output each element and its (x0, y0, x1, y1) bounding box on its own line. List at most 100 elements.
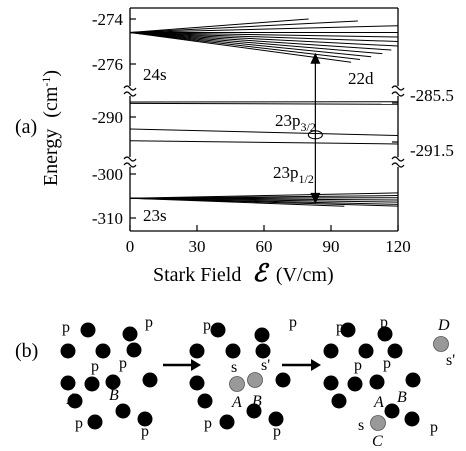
p-label: p (145, 314, 153, 331)
s-label: s (231, 359, 237, 376)
tick-marks (129, 18, 399, 231)
rydberg-atom-p (142, 372, 158, 388)
y-tick-label-right: -285.5 (410, 86, 454, 105)
break-left-2b (123, 162, 137, 168)
break-right-1b (391, 91, 405, 97)
p-label: p (75, 415, 83, 432)
y-ticks-right: -285.5 -291.5 (410, 86, 454, 160)
rydberg-atom-p (254, 327, 270, 343)
atom-label-d: D (437, 317, 450, 334)
p12-line (129, 140, 399, 145)
rydberg-atom-p (384, 403, 400, 419)
arrow-head-down (310, 192, 321, 204)
panel-label-a: (a) (15, 116, 37, 138)
rydberg-atom-p (404, 411, 420, 427)
p32-line (129, 128, 399, 136)
rydberg-atom-s (433, 336, 449, 352)
rydberg-atom-p (84, 376, 100, 392)
y-tick-label: -290 (92, 108, 123, 127)
rydberg-atom-p (67, 393, 83, 409)
top-fan-line (129, 32, 361, 61)
rydberg-atom-p (225, 343, 241, 359)
top-fan-line (129, 32, 352, 63)
rydberg-atom-p (80, 322, 96, 338)
atom-label-a: A (66, 391, 77, 408)
y-tick-label: -310 (92, 209, 123, 228)
rydberg-atom-p (60, 343, 76, 359)
y-tick-label: -276 (92, 55, 123, 74)
p-label: p (380, 314, 388, 331)
sequence-arrows (163, 359, 321, 371)
top-fan-line (129, 32, 383, 55)
x-axis-title: Stark Field ℰ (V/cm) (153, 261, 334, 287)
x-tick-label: 0 (126, 237, 135, 256)
rydberg-atom-p (95, 343, 111, 359)
atom-label-b: B (252, 393, 262, 410)
y-ticks-left: -274 -276 -290 -300 -310 (92, 10, 124, 228)
y-axis-title-unit-close: ) (40, 70, 62, 77)
atom-label-c: C (372, 433, 383, 450)
rydberg-atom-p (126, 342, 142, 358)
top-fan-line (129, 20, 358, 33)
rydberg-atom-p (210, 322, 226, 338)
p-label: p (204, 415, 212, 432)
rydberg-atom-s (370, 415, 386, 431)
atom-label-a: A (373, 394, 384, 411)
break-left-1b (123, 91, 137, 97)
rydberg-atom-p (105, 374, 121, 390)
svg-text:Energy (cm-1): Energy (cm-1) (39, 70, 62, 186)
p-label: p (354, 357, 362, 374)
rydberg-atom-p (377, 326, 393, 342)
p-label: p (119, 355, 127, 372)
atom-label-b: B (397, 389, 407, 406)
rydberg-atom-p (347, 376, 363, 392)
sequence-arrow-head (311, 359, 321, 371)
p-label: p (336, 319, 344, 336)
sequence-arrow-head (191, 359, 201, 371)
rydberg-atom-p (137, 411, 153, 427)
bottom-fan-line (129, 197, 345, 207)
label-23p32: 23p3/2 (275, 111, 316, 134)
x-tick-label: 90 (323, 237, 340, 256)
y-tick-label: -300 (92, 165, 123, 184)
p-label: p (203, 317, 211, 334)
p-label: p (62, 319, 70, 336)
break-left-2a (123, 156, 137, 162)
break-right-1a (391, 85, 405, 91)
top-fan-line (129, 32, 372, 58)
plot-frame (129, 7, 399, 232)
y-tick-label-right: -291.5 (410, 141, 454, 160)
panel-label-b: (b) (15, 340, 38, 362)
atom-label-b: B (109, 387, 119, 404)
rydberg-atom-s (247, 372, 263, 388)
top-fan-line (129, 18, 309, 33)
label-23s: 23s (143, 206, 167, 225)
top-fan-line (129, 25, 399, 33)
rydberg-atom-p (323, 343, 339, 359)
axis-break-marks (123, 85, 405, 168)
label-22d: 22d (348, 69, 374, 88)
y-axis-title: Energy (cm-1) (39, 70, 62, 186)
energy-level-curves (129, 18, 399, 207)
p-label: p (91, 358, 99, 375)
break-left-1a (123, 85, 137, 91)
y-axis-title-unit-sup: -1 (39, 77, 53, 87)
top-fan-line (129, 32, 392, 51)
rydberg-atom-p (358, 343, 374, 359)
arrow-head-up (310, 52, 321, 64)
rydberg-atom-p (268, 411, 284, 427)
x-tick-label: 120 (385, 237, 411, 256)
rydberg-atom-s (229, 376, 245, 392)
rydberg-atom-p (87, 414, 103, 430)
y-axis-title-label: Energy (40, 129, 62, 186)
x-tick-label: 60 (256, 237, 273, 256)
rydberg-atom-p (405, 372, 421, 388)
rydberg-atom-p (197, 393, 213, 409)
p-label: p (289, 314, 297, 331)
break-right-2b (391, 162, 405, 168)
rydberg-atom-p (369, 374, 385, 390)
x-axis-title-prefix: Stark Field (153, 264, 241, 286)
p-label: p (141, 423, 149, 440)
